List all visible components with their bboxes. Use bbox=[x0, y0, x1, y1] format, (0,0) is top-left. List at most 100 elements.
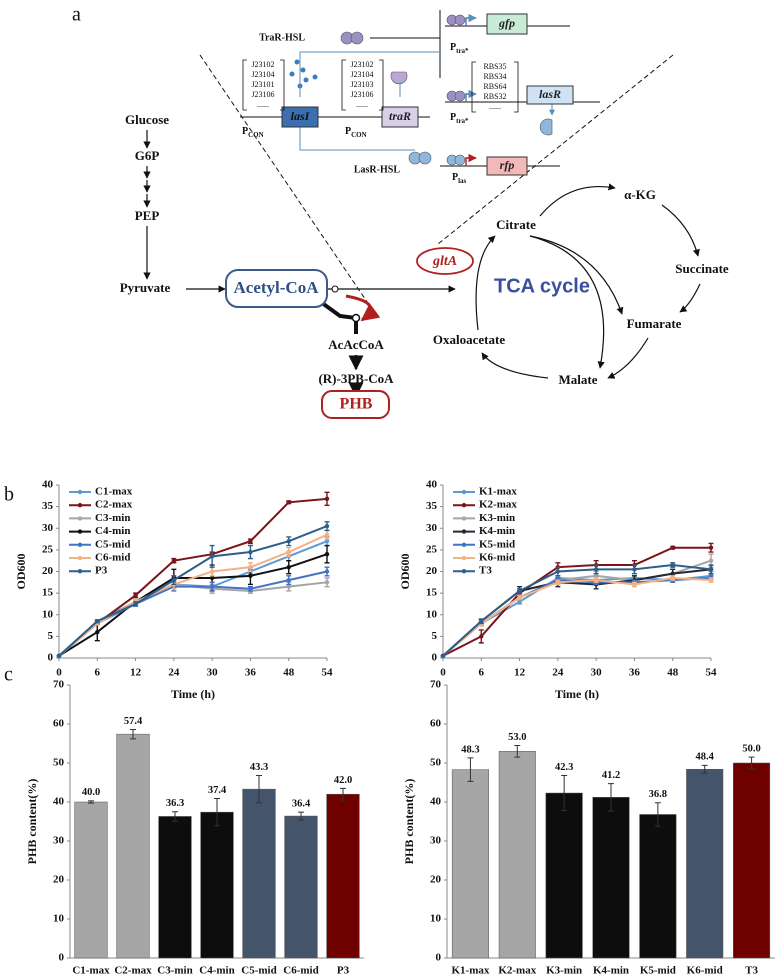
point bbox=[95, 629, 100, 635]
node bbox=[331, 285, 339, 293]
sub: las bbox=[458, 177, 466, 185]
x-tick-label: 48 bbox=[667, 667, 679, 679]
gene-box bbox=[526, 85, 574, 105]
error-bar bbox=[172, 811, 178, 822]
legend-swatch bbox=[461, 516, 467, 521]
metabolite: Fumarate bbox=[627, 316, 682, 331]
y-tick-label: 30 bbox=[426, 522, 438, 534]
x-tick-label: 36 bbox=[629, 667, 641, 679]
x-tick-label: C1-max bbox=[72, 965, 110, 977]
point bbox=[517, 588, 522, 594]
point bbox=[209, 569, 215, 574]
legend-label: K2-max bbox=[479, 499, 517, 511]
legend-label: C3-min bbox=[95, 512, 130, 524]
series-line bbox=[442, 576, 712, 657]
point bbox=[56, 653, 62, 659]
point bbox=[209, 584, 215, 589]
point bbox=[517, 599, 522, 604]
legend-swatch bbox=[77, 529, 83, 534]
part-name: J23106 bbox=[350, 90, 373, 99]
error-bar bbox=[514, 744, 521, 758]
legend-swatch bbox=[77, 503, 83, 508]
x-tick-label: 54 bbox=[706, 667, 718, 679]
metabolite: Succinate bbox=[675, 261, 729, 276]
sub: CON bbox=[248, 131, 264, 139]
x-tick-label: C6-mid bbox=[283, 965, 318, 977]
p: P bbox=[452, 172, 458, 183]
y-tick-label: 40 bbox=[426, 479, 438, 491]
legend-swatch bbox=[77, 569, 83, 574]
part-name: J23106 bbox=[251, 90, 274, 99]
legend-label: C6-mid bbox=[95, 552, 130, 564]
y-tick-label: 30 bbox=[53, 835, 65, 847]
metabolite: Oxaloacetate bbox=[433, 332, 505, 347]
value-label: 42.3 bbox=[555, 762, 573, 773]
phb-box bbox=[321, 390, 390, 419]
value-label: 37.4 bbox=[208, 785, 227, 796]
legend-swatch bbox=[461, 503, 467, 508]
metabolite: Pyruvate bbox=[120, 280, 171, 295]
x-tick-label: K4-min bbox=[593, 965, 629, 977]
bar bbox=[74, 801, 108, 959]
point bbox=[286, 549, 291, 555]
point bbox=[593, 577, 599, 583]
point bbox=[324, 552, 330, 557]
point bbox=[286, 539, 291, 544]
part-name: ...... bbox=[489, 102, 501, 111]
x-tick-label: 0 bbox=[440, 667, 446, 679]
panel-label: b bbox=[4, 484, 14, 506]
legend-label: C2-max bbox=[95, 499, 133, 511]
part-name: RBS64 bbox=[483, 82, 506, 91]
point bbox=[171, 577, 177, 583]
point bbox=[209, 575, 215, 581]
metabolite: PEP bbox=[135, 208, 160, 223]
point bbox=[133, 601, 138, 607]
y-axis-title: PHB content(%) bbox=[402, 779, 416, 865]
value-label: 42.0 bbox=[334, 775, 352, 786]
p: P bbox=[242, 126, 248, 137]
part-name: RBS35 bbox=[483, 62, 506, 71]
metabolite: Citrate bbox=[496, 217, 536, 232]
x-tick-label: K1-max bbox=[451, 965, 489, 977]
point bbox=[286, 584, 291, 589]
y-tick-label: 0 bbox=[48, 652, 54, 664]
legend-swatch bbox=[77, 542, 83, 547]
y-tick-label: 20 bbox=[42, 565, 54, 577]
bar bbox=[686, 768, 724, 959]
x-tick-label: 30 bbox=[207, 667, 219, 679]
gene-box bbox=[381, 106, 419, 128]
part-name: J23103 bbox=[350, 80, 373, 89]
y-tick-label: 40 bbox=[430, 796, 442, 808]
gene-box bbox=[486, 13, 528, 35]
point bbox=[632, 567, 637, 572]
point bbox=[708, 577, 714, 583]
value-label: 43.3 bbox=[250, 762, 268, 773]
point bbox=[670, 571, 675, 576]
promoter-label: Plas bbox=[452, 172, 467, 184]
panel-a: a b c Glucose G6P PEP Pyruvate Acetyl-Co… bbox=[4, 4, 729, 686]
protein-icons bbox=[408, 118, 553, 166]
x-tick-label: 12 bbox=[130, 667, 142, 679]
part-name: J23104 bbox=[350, 70, 373, 79]
part-lists: J23102J23104J23101J23106......J23102J231… bbox=[251, 60, 506, 111]
x-tick-label: 0 bbox=[56, 667, 62, 679]
legend-label: K5-mid bbox=[479, 538, 515, 550]
y-tick-label: 0 bbox=[436, 952, 442, 964]
y-tick-label: 0 bbox=[432, 652, 438, 664]
bar bbox=[592, 797, 630, 959]
part-name: J23102 bbox=[251, 60, 274, 69]
bar bbox=[639, 814, 677, 959]
part-name: RBS32 bbox=[483, 92, 506, 101]
value-label: 48.3 bbox=[461, 744, 479, 755]
legend-label: K3-min bbox=[479, 512, 515, 524]
p: P bbox=[345, 126, 351, 137]
y-tick-label: 20 bbox=[426, 565, 438, 577]
point bbox=[593, 567, 599, 572]
point bbox=[171, 558, 177, 563]
legend-swatch bbox=[77, 489, 83, 495]
value-label: 40.0 bbox=[82, 787, 100, 798]
point bbox=[324, 532, 330, 537]
x-tick-label: K5-mid bbox=[640, 965, 676, 977]
panel-label: a bbox=[72, 4, 81, 26]
x-tick-label: C4-min bbox=[199, 965, 234, 977]
